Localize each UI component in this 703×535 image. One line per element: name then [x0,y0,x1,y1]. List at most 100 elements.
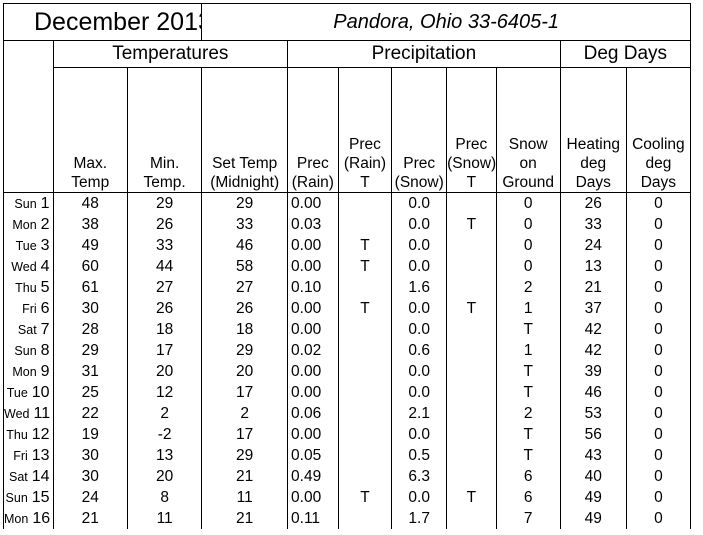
cell-snow-t [446,340,497,361]
day-cell: Sat 14 [3,466,54,487]
title-row: December 2013 Pandora, Ohio 33-6405-1 [2,3,691,41]
cell-snow-t [446,319,497,340]
weekday-label: Thu [6,427,28,442]
weekday-label: Wed [4,406,30,421]
cell-snow: 0.0 [391,424,447,445]
cell-rain: 0.00 [287,235,339,256]
column-header-line: Max. [73,155,108,172]
weekday-label: Sun [14,343,37,358]
day-number: 4 [40,257,50,275]
cell-rain: 0.10 [287,277,339,298]
group-row: Temperatures Precipitation Deg Days [3,40,692,68]
cell-rain-t [337,424,392,445]
cell-set: 58 [201,256,288,277]
cell-snow: 1.6 [391,277,447,298]
cell-ground: 2 [495,403,561,424]
day-number: 6 [40,299,50,317]
cell-min: 2 [126,403,202,424]
cell-max: 60 [52,256,128,277]
group-deg-days: Deg Days [559,40,692,68]
column-header: Prec (Rain) T [337,67,392,193]
cell-cdd: 0 [625,340,692,361]
table-row: Sun 15 24 8 11 0.00 T 0.0 T 6 49 0 [3,487,692,508]
column-header-line: T [360,174,370,191]
column-header-line: (Midnight) [210,174,280,191]
cell-min: 20 [126,361,202,382]
cell-min: 11 [126,508,202,529]
cell-set: 26 [201,298,288,319]
day-number: 5 [40,278,50,296]
day-cell: Fri 6 [3,298,54,319]
column-header-line: Prec [296,155,329,172]
cell-rain: 0.11 [287,508,339,529]
cell-rain-t [337,319,392,340]
column-header: Heating deg Days [559,67,627,193]
cell-hdd: 26 [559,192,627,214]
column-header: Snow on Ground [495,67,561,193]
cell-hdd: 39 [559,361,627,382]
table-row: Sun 8 29 17 29 0.02 0.6 1 42 0 [3,340,692,361]
cell-set: 21 [201,466,288,487]
cell-max: 30 [52,298,128,319]
weekday-label: Fri [22,301,37,316]
cell-rain-t [337,214,392,235]
column-header-line: Ground [502,174,555,191]
cell-ground: 6 [495,466,561,487]
cell-max: 31 [52,361,128,382]
cell-rain-t [337,361,392,382]
cell-rain: 0.06 [287,403,339,424]
cell-snow-t [446,235,497,256]
column-header-line: Prec [455,136,488,153]
cell-rain-t: T [337,298,392,319]
column-header-line: deg [645,155,672,172]
day-cell: Fri 13 [3,445,54,466]
cell-rain: 0.03 [287,214,339,235]
day-number: 2 [40,215,50,233]
cell-rain-t [337,192,392,214]
day-number: 1 [40,194,50,212]
cell-min: 17 [126,340,202,361]
day-number: 8 [40,341,50,359]
column-header: Set Temp (Midnight) [201,67,288,193]
weekday-label: Sun [5,490,28,505]
cell-min: 29 [126,192,202,214]
cell-min: 44 [126,256,202,277]
day-number: 15 [31,488,50,506]
table-row: Mon 16 21 11 21 0.11 1.7 7 49 0 [3,508,692,529]
cell-snow-t [446,403,497,424]
weekday-label: Sun [14,196,37,211]
cell-hdd: 49 [559,508,627,529]
cell-rain: 0.00 [287,382,339,403]
cell-max: 30 [52,445,128,466]
day-number: 12 [31,425,50,443]
cell-snow: 1.7 [391,508,447,529]
weekday-label: Sat [17,322,37,337]
column-header-line: Min. [149,155,180,172]
column-header-line: deg [580,155,607,172]
cell-snow: 0.5 [391,445,447,466]
cell-cdd: 0 [625,298,692,319]
cell-set: 27 [201,277,288,298]
cell-min: 33 [126,235,202,256]
group-temperatures: Temperatures [52,40,288,68]
cell-cdd: 0 [625,256,692,277]
day-cell: Tue 10 [3,382,54,403]
cell-rain: 0.00 [287,256,339,277]
cell-rain-t: T [337,256,392,277]
cell-cdd: 0 [625,466,692,487]
cell-hdd: 37 [559,298,627,319]
cell-set: 20 [201,361,288,382]
cell-hdd: 13 [559,256,627,277]
column-header-line: (Snow) [447,155,497,172]
cell-snow-t [446,277,497,298]
cell-rain-t [337,403,392,424]
cell-max: 24 [52,487,128,508]
cell-hdd: 21 [559,277,627,298]
cell-cdd: 0 [625,277,692,298]
cell-rain: 0.49 [287,466,339,487]
cell-snow-t [446,508,497,529]
weekday-label: Mon [12,217,37,232]
cell-max: 25 [52,382,128,403]
cell-rain: 0.00 [287,319,339,340]
cell-max: 21 [52,508,128,529]
